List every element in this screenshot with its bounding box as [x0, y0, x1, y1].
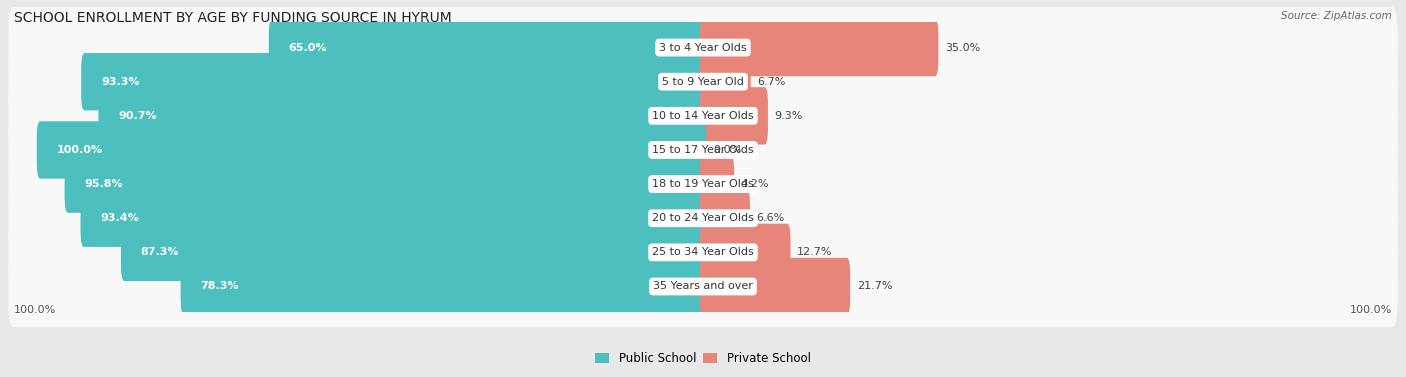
FancyBboxPatch shape: [700, 19, 938, 76]
Text: 15 to 17 Year Olds: 15 to 17 Year Olds: [652, 145, 754, 155]
Text: 35 Years and over: 35 Years and over: [652, 282, 754, 291]
Text: Source: ZipAtlas.com: Source: ZipAtlas.com: [1281, 11, 1392, 21]
Text: 18 to 19 Year Olds: 18 to 19 Year Olds: [652, 179, 754, 189]
FancyBboxPatch shape: [269, 19, 706, 76]
Text: 95.8%: 95.8%: [84, 179, 124, 189]
Text: 20 to 24 Year Olds: 20 to 24 Year Olds: [652, 213, 754, 223]
FancyBboxPatch shape: [8, 178, 1398, 259]
Text: SCHOOL ENROLLMENT BY AGE BY FUNDING SOURCE IN HYRUM: SCHOOL ENROLLMENT BY AGE BY FUNDING SOUR…: [14, 11, 451, 25]
FancyBboxPatch shape: [700, 224, 790, 281]
FancyBboxPatch shape: [8, 212, 1398, 293]
FancyBboxPatch shape: [8, 246, 1398, 327]
Text: 93.4%: 93.4%: [100, 213, 139, 223]
Text: 10 to 14 Year Olds: 10 to 14 Year Olds: [652, 111, 754, 121]
FancyBboxPatch shape: [700, 53, 751, 110]
FancyBboxPatch shape: [700, 155, 734, 213]
FancyBboxPatch shape: [8, 75, 1398, 156]
Text: 100.0%: 100.0%: [56, 145, 103, 155]
FancyBboxPatch shape: [8, 144, 1398, 225]
Text: 3 to 4 Year Olds: 3 to 4 Year Olds: [659, 43, 747, 52]
Text: 25 to 34 Year Olds: 25 to 34 Year Olds: [652, 247, 754, 257]
FancyBboxPatch shape: [8, 109, 1398, 191]
Text: 78.3%: 78.3%: [201, 282, 239, 291]
Text: 12.7%: 12.7%: [797, 247, 832, 257]
Text: 5 to 9 Year Old: 5 to 9 Year Old: [662, 77, 744, 87]
Text: 0.0%: 0.0%: [713, 145, 741, 155]
FancyBboxPatch shape: [700, 190, 749, 247]
FancyBboxPatch shape: [121, 224, 706, 281]
FancyBboxPatch shape: [180, 258, 706, 315]
Text: 6.7%: 6.7%: [758, 77, 786, 87]
FancyBboxPatch shape: [8, 41, 1398, 122]
Text: 100.0%: 100.0%: [14, 305, 56, 315]
FancyBboxPatch shape: [65, 155, 706, 213]
FancyBboxPatch shape: [37, 121, 706, 179]
FancyBboxPatch shape: [98, 87, 706, 144]
FancyBboxPatch shape: [80, 190, 706, 247]
Text: 6.6%: 6.6%: [756, 213, 785, 223]
Text: 90.7%: 90.7%: [118, 111, 157, 121]
Text: 87.3%: 87.3%: [141, 247, 180, 257]
Legend: Public School, Private School: Public School, Private School: [591, 348, 815, 370]
FancyBboxPatch shape: [700, 87, 768, 144]
FancyBboxPatch shape: [8, 7, 1398, 88]
FancyBboxPatch shape: [82, 53, 706, 110]
Text: 65.0%: 65.0%: [288, 43, 328, 52]
Text: 21.7%: 21.7%: [856, 282, 893, 291]
Text: 93.3%: 93.3%: [101, 77, 139, 87]
Text: 4.2%: 4.2%: [741, 179, 769, 189]
Text: 100.0%: 100.0%: [1350, 305, 1392, 315]
Text: 35.0%: 35.0%: [945, 43, 980, 52]
Text: 9.3%: 9.3%: [775, 111, 803, 121]
FancyBboxPatch shape: [700, 258, 851, 315]
